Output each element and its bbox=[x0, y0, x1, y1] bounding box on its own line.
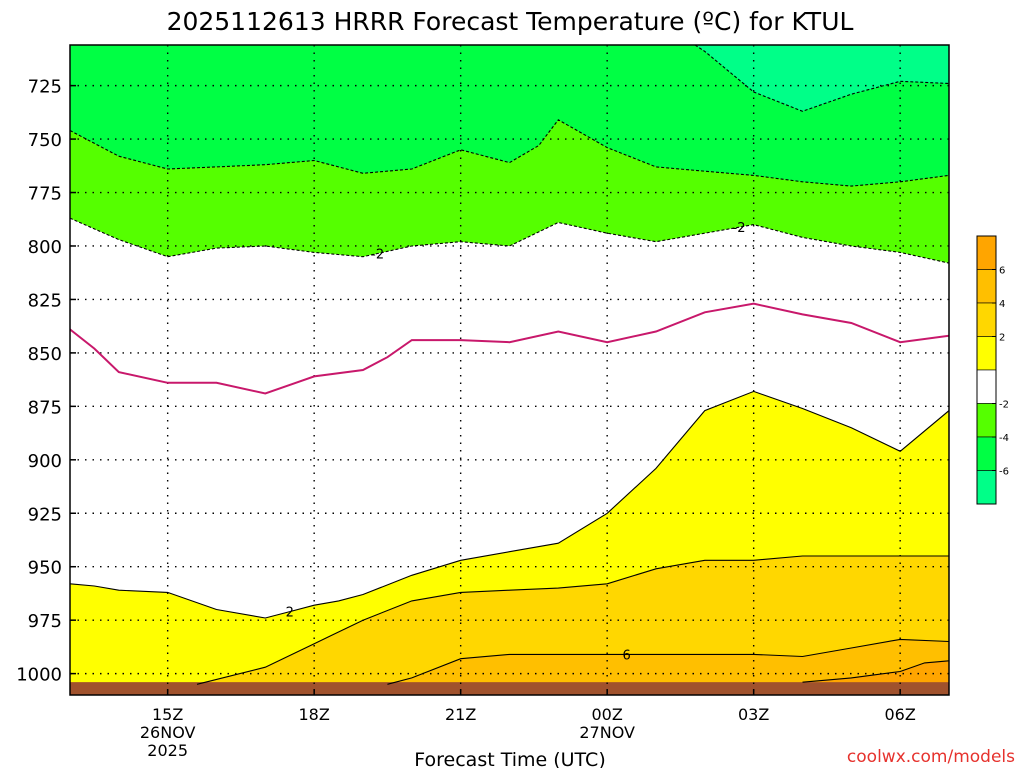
y-tick-label: 975 bbox=[28, 611, 62, 632]
x-tick-label: 18Z bbox=[299, 705, 330, 724]
colorbar-segment bbox=[976, 336, 997, 371]
y-tick-label: 750 bbox=[28, 130, 62, 151]
colorbar-segment bbox=[976, 269, 997, 304]
fill-band-6-to-8 bbox=[70, 639, 949, 695]
colorbar-frame bbox=[976, 235, 997, 505]
contour-line bbox=[70, 302, 949, 395]
x-tick-year: 2025 bbox=[147, 741, 188, 760]
y-tick-label: 800 bbox=[28, 237, 62, 258]
colorbar-segment bbox=[976, 403, 997, 438]
contour-line bbox=[196, 555, 949, 685]
colorbar-segment bbox=[976, 470, 997, 505]
y-tick-label: 875 bbox=[28, 397, 62, 418]
y-tick-label: 850 bbox=[28, 344, 62, 365]
colorbar: 6 4 2 -2 -4 -6 bbox=[976, 235, 1009, 505]
colorbar-label: -2 bbox=[999, 400, 1009, 411]
contour-label: -2 bbox=[733, 221, 746, 236]
colorbar-label: -6 bbox=[999, 467, 1009, 478]
y-tick-label: 775 bbox=[28, 184, 62, 205]
x-tick-label: 03Z bbox=[738, 705, 769, 724]
x-tick-label: 06Z bbox=[885, 705, 916, 724]
contour-line bbox=[802, 660, 949, 683]
x-axis-label: Forecast Time (UTC) bbox=[414, 749, 605, 768]
contour-line bbox=[70, 119, 949, 187]
axes: 725 750 775 800 825 850 875 900 925 950 975 1000 15Z… bbox=[16, 77, 916, 760]
x-tick-label: 00Z bbox=[592, 705, 623, 724]
chart-title: 2025112613 HRRR Forecast Temperature (ºC… bbox=[167, 7, 854, 36]
credit-text: coolwx.com/models bbox=[847, 747, 1015, 767]
y-tick-label: 1000 bbox=[16, 665, 62, 686]
x-tick-date: 26NOV bbox=[140, 723, 196, 742]
y-tick-label: 725 bbox=[28, 77, 62, 98]
y-tick-label: 900 bbox=[28, 451, 62, 472]
colorbar-segment bbox=[976, 369, 997, 404]
colorbar-label: 2 bbox=[999, 333, 1005, 344]
x-tick-date: 27NOV bbox=[579, 723, 635, 742]
x-tick-label: 15Z bbox=[152, 705, 183, 724]
y-tick-label: 950 bbox=[28, 558, 62, 579]
contour-fills bbox=[70, 45, 949, 695]
colorbar-segment bbox=[976, 302, 997, 337]
colorbar-label: -4 bbox=[999, 433, 1009, 444]
y-tick-label: 925 bbox=[28, 504, 62, 525]
contour-line bbox=[70, 390, 949, 619]
plot-frame bbox=[69, 44, 950, 696]
contour-line bbox=[694, 45, 949, 112]
ground-band bbox=[70, 682, 949, 695]
contour-label: 2 bbox=[286, 606, 294, 621]
colorbar-label: 4 bbox=[999, 299, 1005, 310]
contour-lines: -2 -2 2 6 bbox=[70, 45, 949, 685]
colorbar-label: 6 bbox=[999, 266, 1005, 277]
contour-line bbox=[387, 638, 949, 685]
colorbar-segment bbox=[976, 436, 997, 471]
colorbar-segment bbox=[976, 235, 997, 270]
x-tick-label: 21Z bbox=[445, 705, 476, 724]
y-tick-label: 825 bbox=[28, 290, 62, 311]
contour-label: -2 bbox=[371, 247, 384, 262]
contour-label: 6 bbox=[623, 648, 631, 663]
